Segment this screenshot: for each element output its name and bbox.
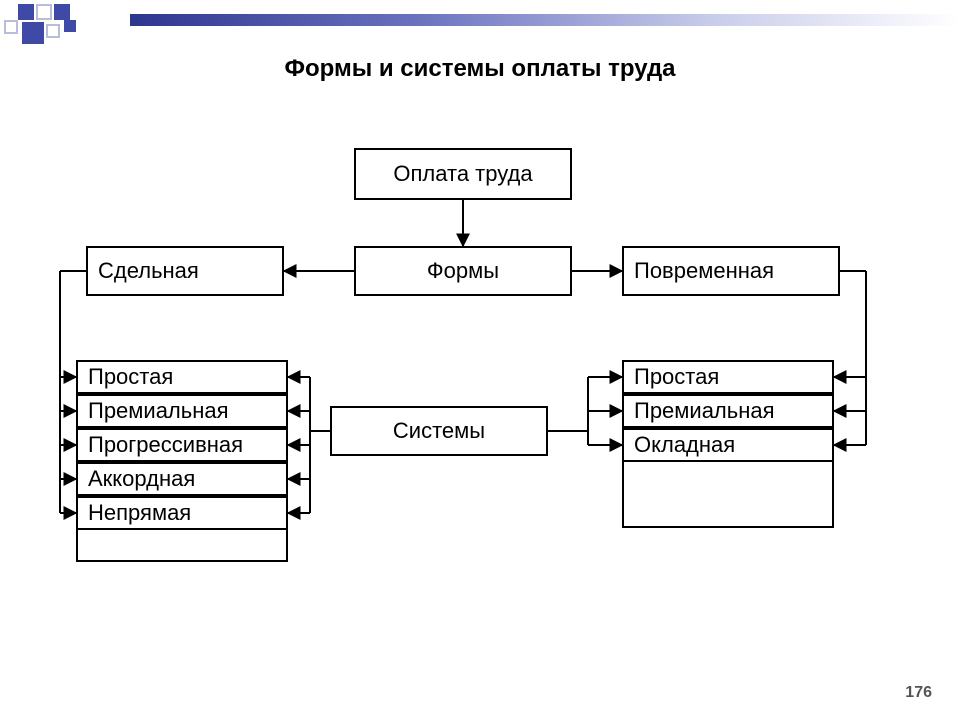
node-formy: Формы [354,246,572,296]
node-povremennaya: Повременная [622,246,840,296]
node-prostaya-l: Простая [76,360,288,394]
node-label: Прогрессивная [88,432,243,458]
node-premialnaya-r: Премиальная [622,394,834,428]
node-label: Сдельная [98,258,199,284]
node-label: Премиальная [88,398,229,424]
node-label: Непрямая [88,500,191,526]
node-akkordnaya: Аккордная [76,462,288,496]
node-premialnaya-l: Премиальная [76,394,288,428]
node-nepryamaya: Непрямая [76,496,288,530]
node-label: Простая [634,364,719,390]
node-sdelnaya: Сдельная [86,246,284,296]
node-label: Системы [393,418,485,444]
node-label: Аккордная [88,466,195,492]
node-label: Оплата труда [393,161,532,187]
node-oplata-truda: Оплата труда [354,148,572,200]
node-label: Простая [88,364,173,390]
page-number: 176 [905,684,932,702]
node-okladnaya: Окладная [622,428,834,462]
node-label: Формы [427,258,499,284]
node-sistemy: Системы [330,406,548,456]
node-label: Премиальная [634,398,775,424]
node-prostaya-r: Простая [622,360,834,394]
node-progressivnaya: Прогрессивная [76,428,288,462]
node-label: Окладная [634,432,735,458]
node-label: Повременная [634,258,774,284]
